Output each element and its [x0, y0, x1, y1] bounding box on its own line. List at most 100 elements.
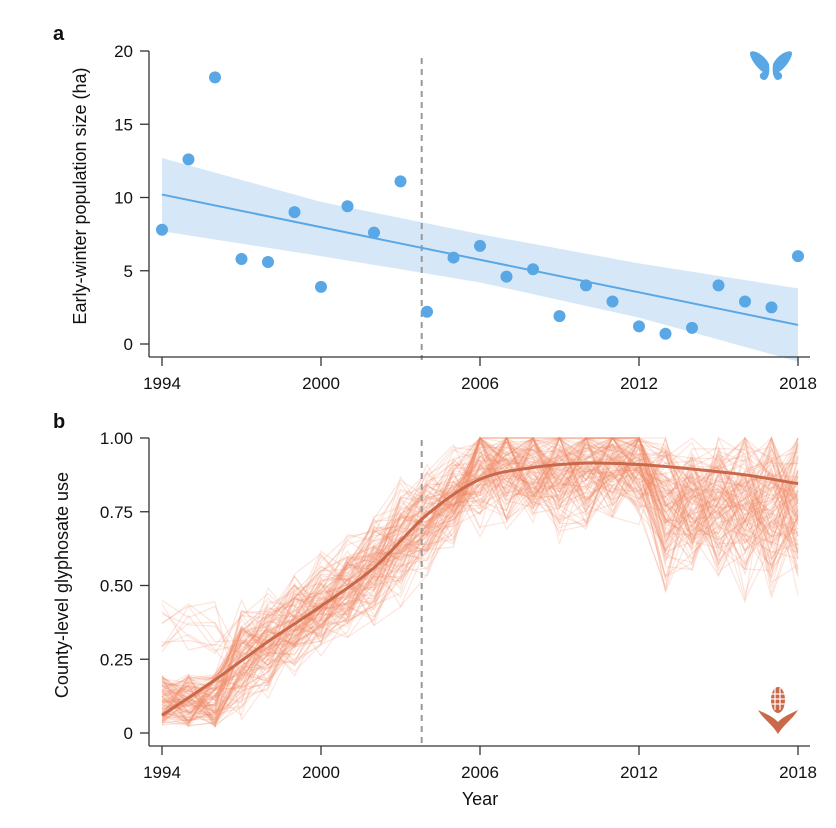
x-tick-label: 2000	[302, 374, 340, 393]
panel-a-chart: 0 5 10 15 20 1994 2000 2006 2012 2018 Early-winte…	[70, 42, 817, 393]
data-points-group	[156, 71, 804, 340]
county-series-line	[161, 438, 799, 715]
county-series-line	[161, 436, 799, 646]
county-series-line	[161, 436, 799, 707]
trend-line	[161, 461, 799, 717]
county-series-line	[161, 436, 799, 713]
x-tick-label: 1994	[143, 763, 181, 782]
county-series-line	[161, 436, 799, 696]
data-point-2007	[500, 270, 513, 283]
county-series-line	[161, 437, 799, 717]
county-series-line	[161, 436, 799, 714]
county-series-line	[161, 441, 799, 724]
data-point-2002	[368, 226, 380, 239]
y-tick-label: 15	[114, 115, 133, 134]
x-tick-label: 2012	[620, 374, 658, 393]
x-tick-label: 2006	[461, 374, 499, 393]
county-series-line	[161, 445, 799, 714]
data-point-2013	[659, 327, 672, 340]
x-tick-label: 2012	[620, 763, 658, 782]
panel-a-letter: a	[53, 23, 65, 45]
county-series-line	[161, 436, 799, 729]
y-tick-label: 0.50	[100, 577, 133, 596]
county-series-line	[161, 437, 799, 720]
county-series-line	[161, 442, 799, 688]
county-series-line	[161, 437, 799, 718]
county-series-line	[161, 436, 799, 717]
county-series-line	[161, 442, 799, 710]
county-series-line	[161, 436, 799, 682]
panel-b-chart: 0 0.25 0.50 0.75 1.00 1994 2000 2006 2012 2018 Co…	[52, 429, 817, 809]
data-point-2011	[606, 295, 619, 308]
county-series-line	[161, 437, 799, 716]
panel-b-letter: b	[53, 411, 65, 433]
county-series-line	[161, 437, 799, 727]
county-series-line	[161, 438, 799, 708]
county-series-line	[161, 439, 799, 723]
y-tick-label: 0.25	[100, 650, 133, 669]
county-series-line	[161, 446, 799, 707]
county-series-line	[161, 437, 799, 727]
county-series-line	[161, 437, 799, 719]
county-series-line	[161, 435, 799, 715]
county-series-line	[161, 437, 799, 701]
county-series-line	[161, 436, 799, 717]
county-series-line	[161, 437, 799, 729]
county-series-line	[161, 436, 799, 701]
butterfly-icon	[749, 51, 793, 80]
county-series-line	[161, 452, 799, 722]
data-point-2010	[580, 279, 592, 292]
county-series-line	[161, 437, 799, 721]
county-series-line	[161, 436, 799, 721]
regression-line	[161, 193, 799, 326]
county-series-line	[161, 436, 799, 722]
county-series-line	[161, 437, 799, 726]
county-series-line	[161, 436, 799, 710]
county-series-line	[161, 441, 799, 722]
data-point-1995	[182, 153, 195, 166]
y-axis-title: County-level glyphosate use	[52, 472, 72, 698]
county-series-line	[161, 436, 799, 714]
axes-group: 0 5 10 15 20 1994 2000 2006 2012 2018	[114, 42, 817, 393]
county-series-line	[161, 436, 799, 715]
county-series-line	[161, 441, 799, 699]
y-tick-label: 10	[114, 189, 133, 208]
county-series-line	[161, 435, 799, 719]
county-lines-group	[161, 435, 799, 729]
county-series-line	[161, 436, 799, 655]
y-tick-label: 0	[124, 335, 133, 354]
county-series-line	[161, 441, 799, 702]
county-series-line	[161, 436, 799, 669]
county-series-line	[161, 444, 799, 725]
county-series-line	[161, 470, 799, 714]
county-series-line	[161, 437, 799, 710]
county-series-line	[161, 436, 799, 727]
data-point-2005	[447, 251, 460, 264]
data-point-2014	[686, 321, 698, 334]
county-series-line	[161, 436, 799, 710]
data-point-2012	[633, 320, 645, 333]
county-series-line	[161, 437, 799, 703]
county-series-line	[161, 437, 799, 702]
x-tick-label: 2018	[779, 374, 817, 393]
county-series-line	[161, 437, 799, 728]
data-point-2017	[765, 301, 778, 314]
corn-icon	[758, 687, 798, 734]
y-axis-title: Early-winter population size (ha)	[70, 67, 90, 324]
county-series-line	[161, 455, 799, 723]
county-series-line	[161, 436, 799, 725]
county-series-line	[161, 453, 799, 728]
county-series-line	[161, 436, 799, 724]
y-tick-label: 1.00	[100, 429, 133, 448]
data-point-2000	[315, 280, 327, 293]
county-series-line	[161, 439, 799, 721]
county-series-line	[161, 443, 799, 706]
county-series-line	[161, 446, 799, 654]
data-point-2009	[553, 310, 566, 323]
county-series-line	[161, 436, 799, 698]
county-series-line	[161, 436, 799, 721]
county-series-line	[161, 446, 799, 726]
county-series-line	[161, 437, 799, 724]
data-point-1996	[209, 71, 221, 84]
data-point-2003	[394, 175, 407, 188]
